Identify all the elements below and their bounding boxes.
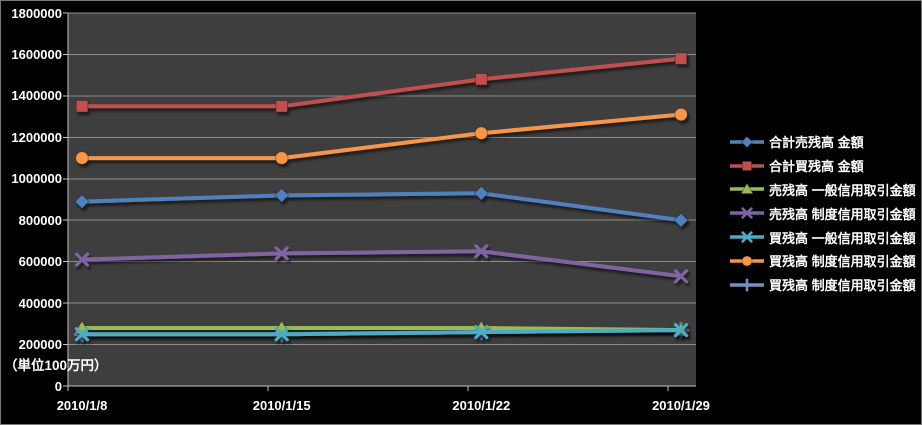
series-line [80,56,683,109]
series-marker-x [741,207,753,219]
series-1[interactable] [75,52,688,113]
legend-item[interactable]: 買残高 制度信用取引金額 [728,273,916,297]
x-axis-label: 2010/1/15 [252,398,311,413]
x-axis-label: 2010/1/29 [652,398,710,413]
series-marker-diamond [673,212,689,228]
legend-item[interactable]: 買残高 一般信用取引金額 [728,225,916,249]
series-line [80,191,683,223]
series-marker-square [275,100,288,113]
y-axis-label: 200000 [18,337,62,353]
legend-item[interactable]: 買残高 制度信用取引金額 [728,249,916,273]
series-marker-x [274,327,289,342]
series-marker-x [673,269,689,284]
series-marker-diamond [74,193,90,210]
series-marker-square [475,73,488,86]
series-line [80,326,683,333]
legend-item-label: 買残高 制度信用取引金額 [769,278,916,294]
series-marker-x [741,231,753,243]
legend-item[interactable]: 合計買残高 金額 [728,154,916,178]
x-axis-label: 2010/1/8 [56,398,108,413]
series-marker-x [474,325,489,340]
series-line [80,328,683,337]
series-marker-circle [474,126,489,140]
series-4[interactable] [74,323,689,342]
series-marker-circle [274,151,289,165]
legend-marker [730,135,764,149]
legend-marker [730,231,764,243]
series-3[interactable] [74,244,689,284]
series-line [80,249,683,279]
series-marker-square [674,52,688,65]
series-marker-x [74,327,90,342]
series-marker-diamond [473,185,490,202]
series-marker-x [74,252,90,267]
series-marker-plus [740,278,754,292]
legend-marker [730,160,764,171]
legend-item[interactable]: 合計売残高 金額 [728,130,916,154]
series-marker-square [741,160,753,171]
y-axis-label: 400000 [18,295,62,311]
series-marker-x [474,244,489,259]
y-axis-label: 800000 [18,212,62,228]
legend-marker [730,278,764,292]
series-marker-circle [75,151,89,165]
legend-item-label: 売残高 一般信用取引金額 [769,182,916,198]
series-marker-diamond [740,135,754,149]
legend-item-label: 買残高 一般信用取引金額 [769,230,916,246]
legend-item-label: 合計買残高 金額 [769,159,864,175]
series-marker-x [673,323,689,338]
series-line [80,112,683,161]
axis-unit-label: （単位100万円） [4,358,108,373]
legend-marker [730,255,764,267]
series-0[interactable] [74,185,689,228]
x-axis-label: 2010/1/22 [452,398,511,413]
y-axis-label: 1000000 [11,171,62,187]
series-5[interactable] [75,107,688,165]
y-axis-label: 600000 [18,254,62,270]
y-axis-label: 1600000 [11,46,62,62]
legend-marker [730,207,764,219]
y-axis-label: 0 [54,378,62,394]
legend: 合計売残高 金額 合計買残高 金額 売残高 一般信用取引金額 売残高 制度信用取… [728,130,916,297]
series-marker-diamond [273,187,290,204]
legend-marker [730,182,764,195]
y-axis-label: 1200000 [11,129,62,145]
legend-item-label: 合計売残高 金額 [769,135,864,151]
series-marker-circle [674,107,688,122]
y-axis-label: 1400000 [11,88,62,104]
series-marker-x [274,246,289,261]
y-axis-label: 1800000 [11,5,62,21]
series-marker-circle [741,255,753,267]
legend-item[interactable]: 売残高 制度信用取引金額 [728,201,916,225]
series-marker-square [75,100,89,113]
legend-item[interactable]: 売残高 一般信用取引金額 [728,178,916,202]
legend-item-label: 買残高 制度信用取引金額 [769,254,916,270]
legend-item-label: 売残高 制度信用取引金額 [769,206,916,222]
series-marker-triangle [740,182,754,195]
